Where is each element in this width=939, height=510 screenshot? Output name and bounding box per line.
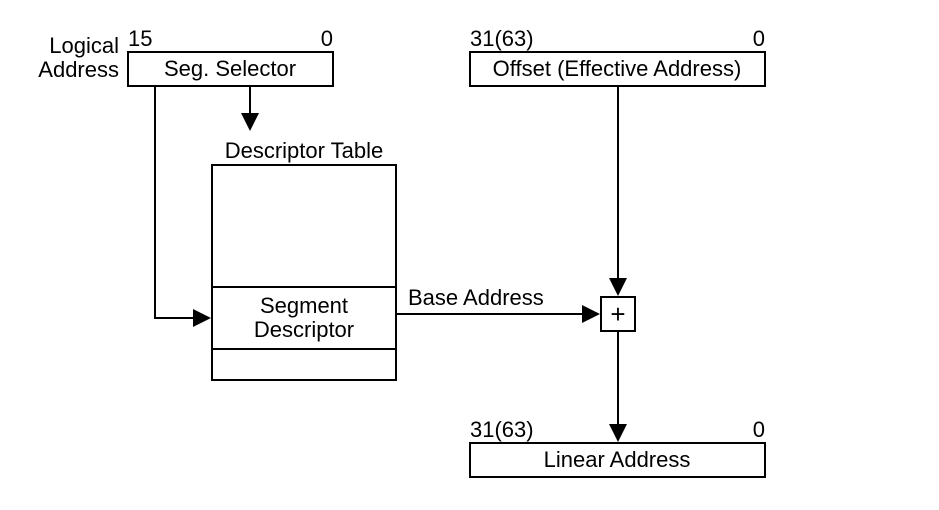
offset-text: Offset (Effective Address) (493, 56, 742, 81)
seg-selector-bit-hi: 15 (128, 26, 152, 51)
offset-bit-lo: 0 (753, 26, 765, 51)
segment-descriptor-line1: Segment (260, 293, 348, 318)
logical-address-label-2: Address (38, 57, 119, 82)
offset-bit-hi: 31(63) (470, 26, 534, 51)
edge-selector-to-segment (155, 86, 208, 318)
linear-bit-lo: 0 (753, 417, 765, 442)
seg-selector-bit-lo: 0 (321, 26, 333, 51)
linear-address-text: Linear Address (544, 447, 691, 472)
adder-symbol: + (610, 299, 625, 329)
logical-address-label-1: Logical (49, 33, 119, 58)
descriptor-table-label: Descriptor Table (225, 138, 384, 163)
seg-selector-text: Seg. Selector (164, 56, 296, 81)
linear-bit-hi: 31(63) (470, 417, 534, 442)
segment-descriptor-line2: Descriptor (254, 317, 354, 342)
base-address-label: Base Address (408, 285, 544, 310)
